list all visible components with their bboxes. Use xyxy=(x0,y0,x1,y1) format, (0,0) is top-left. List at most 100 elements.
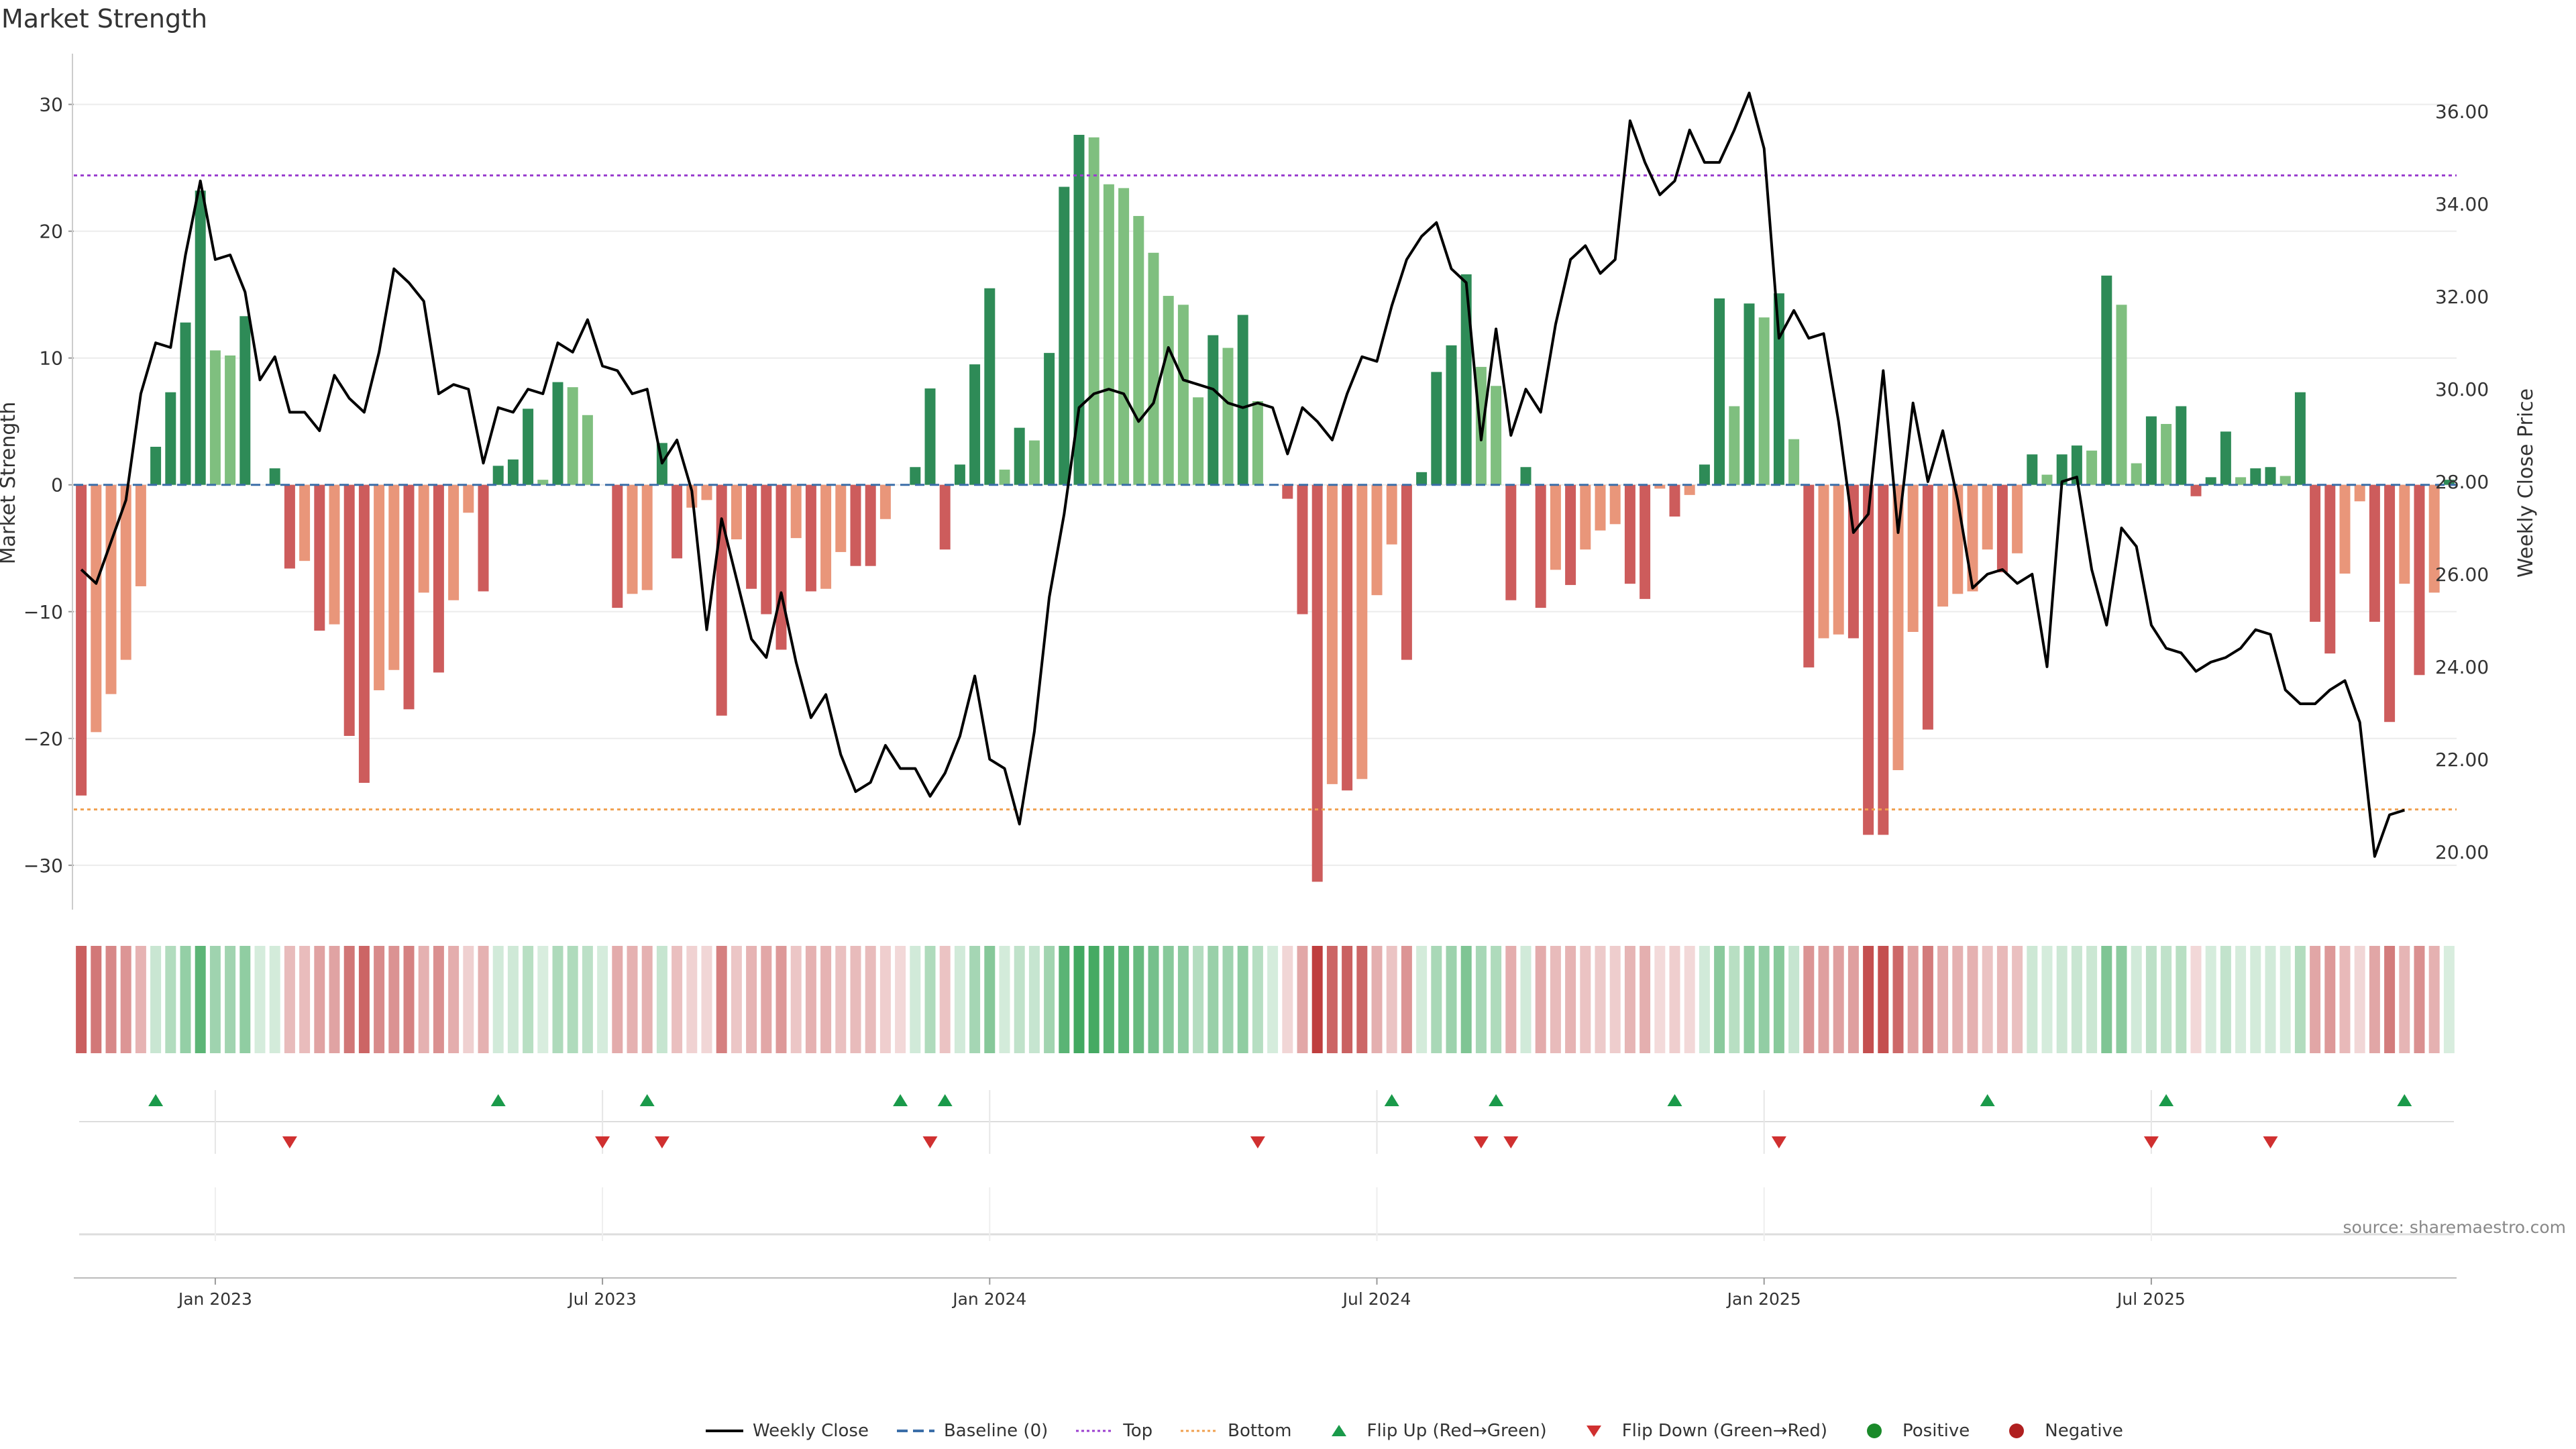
axes xyxy=(68,54,2457,1285)
heat-cell xyxy=(1371,946,1383,1053)
heat-cell xyxy=(180,946,191,1053)
y-tick-label: 0 xyxy=(51,474,63,496)
heat-cell xyxy=(1892,946,1904,1053)
heat-cell xyxy=(1282,946,1293,1053)
flip-down-marker xyxy=(1503,1136,1519,1148)
flip-down-marker xyxy=(2263,1136,2278,1148)
heat-cell xyxy=(2190,946,2202,1053)
legend-symbol-icon xyxy=(1331,1425,1346,1436)
bar-positive xyxy=(537,480,549,485)
y-tick-label: 20 xyxy=(39,221,63,243)
heat-cell xyxy=(463,946,474,1053)
heat-cell xyxy=(865,946,876,1053)
heat-cell xyxy=(507,946,519,1053)
heat-cell xyxy=(2012,946,2023,1053)
heat-cell xyxy=(1014,946,1025,1053)
heat-cell xyxy=(209,946,221,1053)
flip-up-marker xyxy=(2159,1094,2174,1106)
bar-positive xyxy=(552,382,564,485)
legend-label: Flip Down (Green→Red) xyxy=(1621,1421,1828,1441)
bar-negative xyxy=(284,484,295,569)
heat-cell xyxy=(939,946,951,1053)
reference-lines xyxy=(74,174,2457,811)
legend-item: Top xyxy=(1075,1421,1152,1441)
weekly-close-series xyxy=(80,91,2405,858)
bar-negative xyxy=(2384,484,2396,722)
heat-cell xyxy=(1356,946,1368,1053)
bar-negative xyxy=(641,484,653,590)
heat-cell xyxy=(225,946,236,1053)
bar-negative xyxy=(1922,484,1933,730)
bar-positive xyxy=(1193,397,1204,485)
bar-negative xyxy=(1535,484,1546,608)
bar-positive xyxy=(1073,134,1085,485)
flip-up-marker xyxy=(490,1094,506,1106)
bar-negative xyxy=(2428,484,2440,593)
heat-cell xyxy=(2071,946,2082,1053)
heat-cell xyxy=(1996,946,2008,1053)
heat-cell xyxy=(2101,946,2112,1053)
heat-cell xyxy=(1505,946,1517,1053)
bar-negative xyxy=(1907,484,1919,633)
bar-positive xyxy=(239,316,251,485)
bar-positive xyxy=(150,447,162,485)
flip-down-marker xyxy=(922,1136,938,1148)
heat-cell xyxy=(2414,946,2425,1053)
heat-cell xyxy=(2279,946,2291,1053)
bar-negative xyxy=(1684,484,1695,495)
bar-positive xyxy=(1088,137,1099,485)
heat-cell xyxy=(1654,946,1666,1053)
bar-negative xyxy=(105,484,117,694)
flip-up-marker xyxy=(893,1094,908,1106)
heat-cell xyxy=(1922,946,1933,1053)
flip-up-marker xyxy=(639,1094,655,1106)
bar-positive xyxy=(523,409,534,485)
heat-cell xyxy=(314,946,325,1053)
heat-cell xyxy=(835,946,847,1053)
x-tick-label: Jan 2023 xyxy=(177,1289,252,1309)
bar-positive xyxy=(1059,186,1070,485)
heat-cell xyxy=(716,946,727,1053)
bar-positive xyxy=(999,470,1010,485)
legend-symbol-icon xyxy=(896,1430,934,1432)
heat-cell xyxy=(1326,946,1338,1053)
heat-cell xyxy=(731,946,742,1053)
bar-negative xyxy=(2339,484,2351,574)
bar-positive xyxy=(2027,454,2038,485)
heat-cell xyxy=(2235,946,2247,1053)
bar-negative xyxy=(403,484,415,710)
heat-cell xyxy=(1595,946,1606,1053)
bar-positive xyxy=(1118,188,1130,485)
bar-negative xyxy=(135,484,146,586)
bar-negative xyxy=(1371,484,1383,596)
legend-label: Top xyxy=(1123,1421,1153,1441)
heat-cell xyxy=(150,946,162,1053)
bar-negative xyxy=(1565,484,1576,586)
heat-cell xyxy=(1252,946,1263,1053)
heat-cell xyxy=(403,946,415,1053)
legend-symbol-icon xyxy=(1076,1430,1114,1432)
heat-cell xyxy=(641,946,653,1053)
bar-negative xyxy=(1550,484,1561,570)
bar-positive xyxy=(1103,184,1114,485)
flip-up-marker xyxy=(1489,1094,1504,1106)
bar-positive xyxy=(2235,477,2247,485)
y2-tick-label: 26.00 xyxy=(2435,564,2489,586)
heat-cell xyxy=(1386,946,1397,1053)
flip-down-marker xyxy=(2143,1136,2159,1148)
heat-cell xyxy=(1714,946,1725,1053)
bar-negative xyxy=(1803,484,1815,667)
bar-negative xyxy=(865,484,876,566)
heat-cell xyxy=(1028,946,1040,1053)
bar-positive xyxy=(1460,274,1472,485)
bar-positive xyxy=(180,322,191,485)
bar-positive xyxy=(2265,467,2276,485)
legend-symbol-icon xyxy=(1181,1430,1219,1432)
heat-cell xyxy=(1297,946,1308,1053)
heat-cell xyxy=(1580,946,1591,1053)
source-note: source: sharemaestro.com xyxy=(2343,1218,2567,1237)
bar-negative xyxy=(820,484,832,589)
bar-positive xyxy=(984,288,996,485)
bar-positive xyxy=(1044,353,1055,485)
heat-cell xyxy=(820,946,832,1053)
